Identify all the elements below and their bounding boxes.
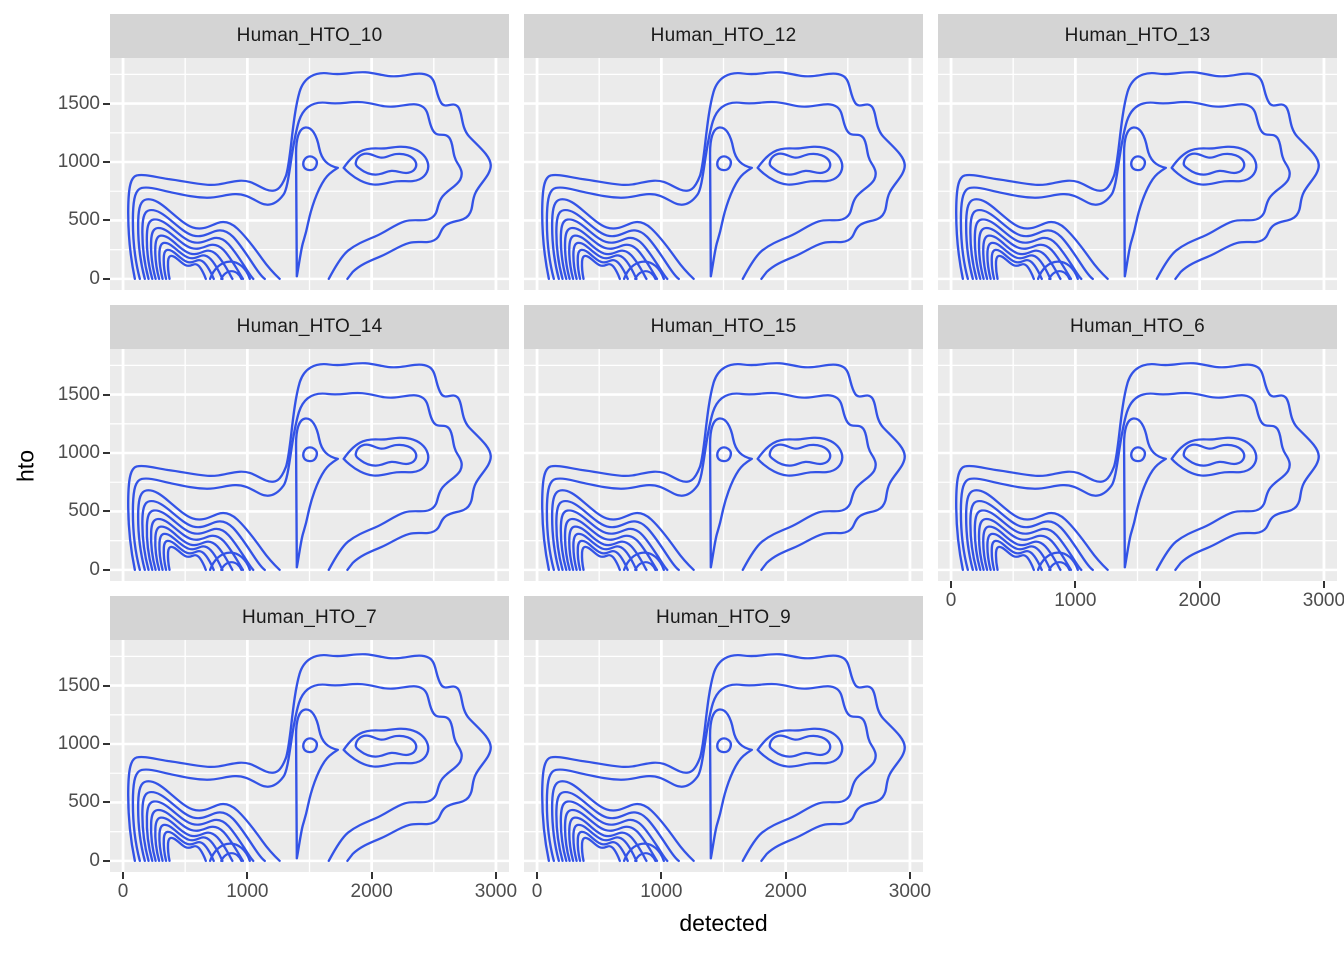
y-tick-mark	[103, 161, 110, 164]
x-tick-label: 0	[117, 881, 129, 902]
facet-strip-human-hto-6: Human_HTO_6	[938, 305, 1337, 349]
facet-strip-label: Human_HTO_10	[236, 25, 383, 46]
y-tick-mark	[103, 452, 110, 455]
facet-strip-label: Human_HTO_15	[650, 316, 797, 337]
facet-strip-human-hto-12: Human_HTO_12	[524, 14, 923, 58]
y-tick-mark	[103, 510, 110, 513]
y-tick-mark	[103, 393, 110, 396]
y-tick-label: 1000	[57, 151, 100, 173]
facet-panel-human-hto-9	[524, 640, 923, 872]
y-tick-mark	[103, 219, 110, 222]
facet-panel-human-hto-10	[110, 58, 509, 290]
x-tick-label: 3000	[888, 881, 932, 902]
y-axis-title: hto	[12, 450, 39, 482]
x-axis-title: detected	[679, 910, 768, 936]
facet-strip-label: Human_HTO_9	[656, 607, 791, 628]
x-tick-label: 1000	[1054, 590, 1097, 611]
x-tick-mark	[908, 872, 911, 879]
x-tick-label: 3000	[1302, 590, 1344, 611]
contour-plot	[524, 640, 923, 872]
facet-strip-label: Human_HTO_14	[236, 316, 383, 337]
x-tick-label: 1000	[226, 881, 269, 902]
x-tick-mark	[1198, 581, 1201, 588]
x-tick-mark	[950, 581, 953, 588]
x-tick-mark	[370, 872, 373, 879]
facet-strip-label: Human_HTO_6	[1070, 316, 1205, 337]
x-tick-mark	[536, 872, 539, 879]
x-tick-mark	[246, 872, 249, 879]
facet-panel-human-hto-15	[524, 349, 923, 581]
facet-strip-human-hto-14: Human_HTO_14	[110, 305, 509, 349]
contour-plot	[938, 349, 1337, 581]
y-tick-mark	[103, 102, 110, 105]
x-tick-label: 2000	[764, 881, 807, 902]
facet-strip-human-hto-13: Human_HTO_13	[938, 14, 1337, 58]
y-tick-label: 500	[68, 500, 100, 522]
y-tick-mark	[103, 801, 110, 804]
x-tick-label: 1000	[640, 881, 683, 902]
facet-strip-human-hto-7: Human_HTO_7	[110, 596, 509, 640]
facet-strip-label: Human_HTO_12	[650, 25, 797, 46]
y-tick-label: 1000	[57, 442, 100, 464]
contour-plot	[110, 640, 509, 872]
x-tick-label: 0	[945, 590, 957, 611]
y-tick-label: 1000	[57, 733, 100, 755]
facet-strip-label: Human_HTO_13	[1064, 25, 1211, 46]
x-tick-mark	[784, 872, 787, 879]
contour-plot	[110, 349, 509, 581]
contour-plot	[524, 58, 923, 290]
x-tick-mark	[122, 872, 125, 879]
contour-plot	[524, 349, 923, 581]
facet-panel-human-hto-14	[110, 349, 509, 581]
y-tick-label: 1500	[57, 383, 100, 405]
x-tick-label: 2000	[350, 881, 393, 902]
facet-panel-human-hto-7	[110, 640, 509, 872]
y-tick-label: 500	[68, 791, 100, 813]
y-tick-mark	[103, 859, 110, 862]
y-tick-label: 0	[89, 849, 100, 871]
facet-panel-human-hto-6	[938, 349, 1337, 581]
facet-strip-label: Human_HTO_7	[242, 607, 377, 628]
facet-panel-human-hto-12	[524, 58, 923, 290]
x-tick-mark	[660, 872, 663, 879]
facet-strip-human-hto-9: Human_HTO_9	[524, 596, 923, 640]
y-tick-label: 1500	[57, 674, 100, 696]
y-tick-label: 500	[68, 209, 100, 231]
x-tick-mark	[1074, 581, 1077, 588]
facet-panel-human-hto-13	[938, 58, 1337, 290]
y-tick-label: 0	[89, 267, 100, 289]
facet-strip-human-hto-15: Human_HTO_15	[524, 305, 923, 349]
x-tick-label: 3000	[474, 881, 518, 902]
y-tick-label: 1500	[57, 92, 100, 114]
x-tick-label: 0	[531, 881, 543, 902]
contour-plot	[110, 58, 509, 290]
facet-strip-human-hto-10: Human_HTO_10	[110, 14, 509, 58]
y-tick-mark	[103, 743, 110, 746]
y-tick-mark	[103, 568, 110, 571]
x-tick-mark	[494, 872, 497, 879]
contour-plot	[938, 58, 1337, 290]
x-tick-label: 2000	[1178, 590, 1221, 611]
x-tick-mark	[1322, 581, 1325, 588]
y-tick-mark	[103, 277, 110, 280]
y-tick-mark	[103, 684, 110, 687]
y-tick-label: 0	[89, 558, 100, 580]
